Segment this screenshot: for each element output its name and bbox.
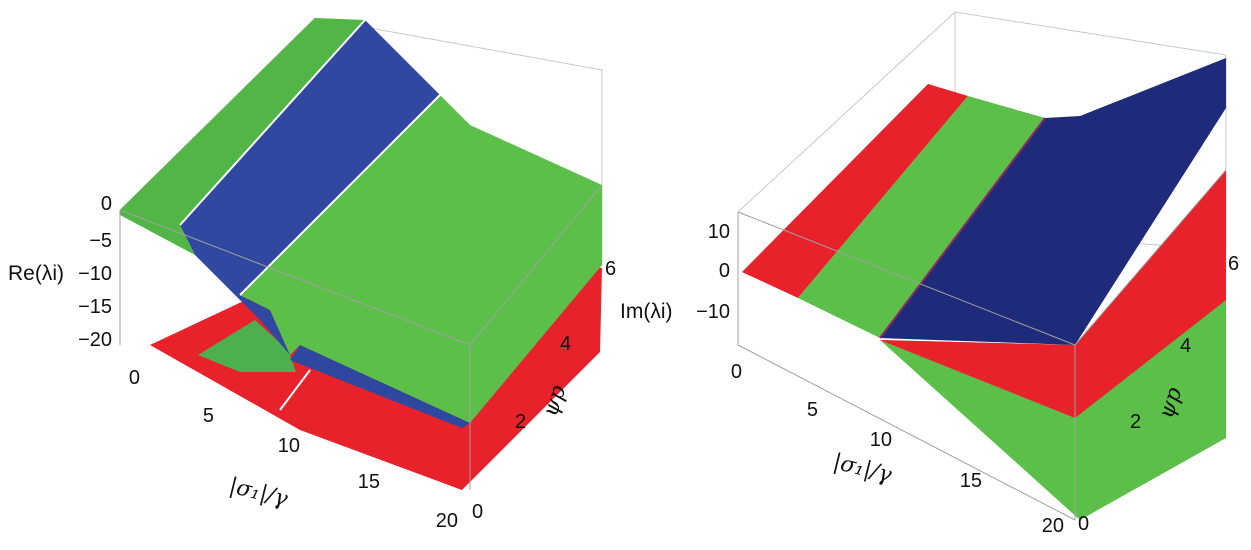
z-tick: −10 <box>696 301 730 323</box>
x-axis-label: |σ₁|/γ <box>831 450 895 489</box>
z-axis-label: Re(λi) <box>8 262 64 285</box>
box-bottom-front <box>737 344 1076 521</box>
x-tick: 0 <box>731 361 742 383</box>
box-top-front <box>119 209 471 346</box>
surface-green-main <box>240 95 602 423</box>
surface-blue-middle <box>180 20 440 355</box>
x-tick: 20 <box>436 510 458 532</box>
surface-green-left <box>120 18 365 255</box>
x-axis-label: |σ₁|/γ <box>227 474 291 513</box>
x-tick: 10 <box>870 429 892 451</box>
z-tick: 0 <box>101 193 112 215</box>
z-axis-label: Im(λi) <box>620 300 672 323</box>
box-front-right <box>1074 169 1227 346</box>
surface-green-middle <box>798 96 1045 338</box>
z-tick: −5 <box>89 230 112 252</box>
y-tick: 0 <box>472 501 483 523</box>
x-tick: 5 <box>203 405 214 427</box>
x-tick: 15 <box>960 470 982 492</box>
z-tick: −10 <box>78 263 112 285</box>
z-tick: −15 <box>78 296 112 318</box>
surface-red-lower <box>880 170 1226 418</box>
surface-blue-right <box>880 58 1226 345</box>
chart-im: 10 0 −10 Im(λi) 0 5 10 15 20 |σ₁|/γ 0 2 … <box>620 11 1239 537</box>
y-tick: 4 <box>1180 335 1191 357</box>
y-tick: 4 <box>560 333 571 355</box>
x-tick: 15 <box>358 471 380 493</box>
surface-green-inner <box>198 320 296 372</box>
surface-edge <box>879 117 1046 339</box>
x-tick: 0 <box>129 367 140 389</box>
x-tick: 5 <box>807 399 818 421</box>
y-tick: 2 <box>1130 411 1141 433</box>
gap-highlight-2 <box>239 94 441 296</box>
z-tick: −20 <box>78 329 112 351</box>
gap-highlight-1 <box>179 19 366 226</box>
y-tick: 6 <box>605 258 616 280</box>
x-tick: 10 <box>278 435 300 457</box>
surface-blue-bottom <box>290 345 470 428</box>
chart-re: 0 −5 −10 −15 −20 Re(λi) 0 5 10 15 20 |σ₁… <box>8 17 616 532</box>
x-tick: 20 <box>1042 515 1064 537</box>
gap-highlight-3 <box>279 369 311 411</box>
box-back-edge <box>737 11 1227 250</box>
y-tick: 6 <box>1228 253 1239 275</box>
z-tick: 0 <box>719 260 730 282</box>
z-tick: 10 <box>708 221 730 243</box>
y-tick: 0 <box>1078 513 1089 535</box>
y-tick: 2 <box>515 411 526 433</box>
box-front-right <box>469 184 603 346</box>
surface-red-left <box>742 84 968 298</box>
box-top-front <box>737 211 1076 346</box>
